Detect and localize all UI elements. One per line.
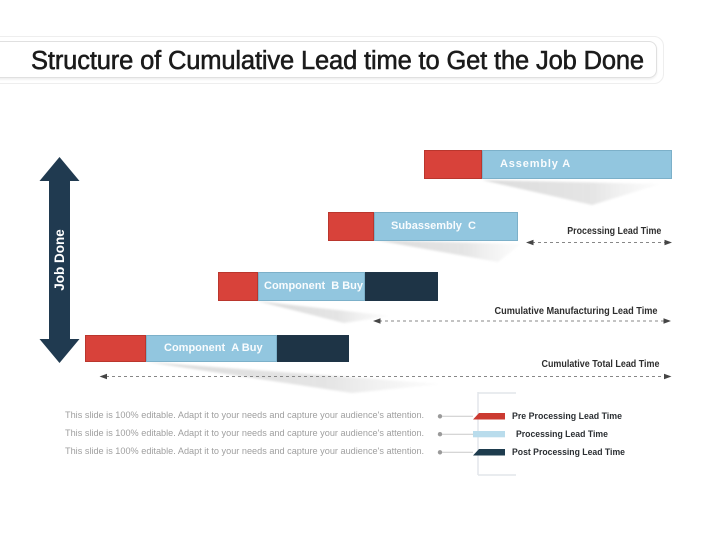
svg-text:Job Done: Job Done [52,229,67,291]
